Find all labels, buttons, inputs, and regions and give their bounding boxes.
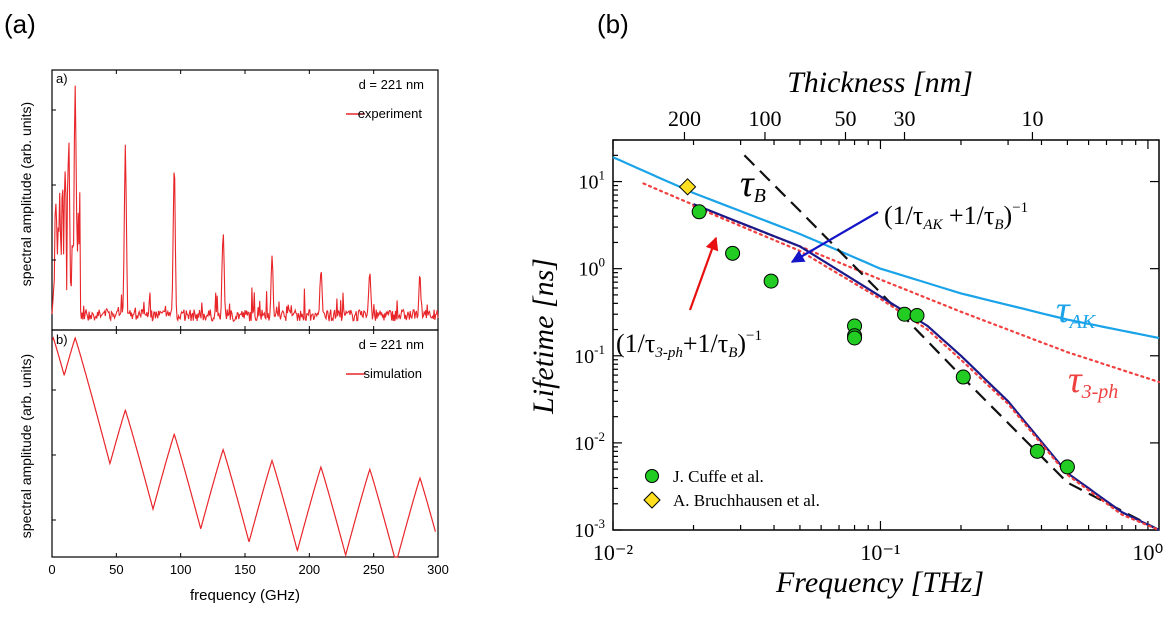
y-tick-label-b: 10-1 — [574, 342, 605, 368]
thickness-annotation-b: d = 221 nm — [359, 337, 424, 352]
top-tick-label: 30 — [894, 106, 916, 131]
x-tick-label-simulation: 0 — [48, 562, 55, 577]
y-axis-label-a-bottom: spectral amplitude (arb. units) — [18, 354, 34, 538]
data-point-cuffe — [691, 204, 707, 220]
tau-3ph-label: τ3-ph — [1068, 359, 1118, 403]
legend-marker-cuffe — [645, 469, 659, 483]
data-point-cuffe — [897, 306, 913, 322]
x-axis-label-a: frequency (GHz) — [190, 587, 300, 604]
lifetime-legend: J. Cuffe et al. A. Bruchhausen et al. — [643, 467, 820, 510]
data-point-cuffe — [955, 369, 971, 385]
y-tick-label-b: 101 — [579, 168, 606, 194]
legend-bruchhausen: A. Bruchhausen et al. — [673, 491, 820, 510]
x-tick-label-b: 10⁻² — [593, 540, 634, 565]
lifetime-axes-ticks: 10⁻² 10⁻¹ 10⁰ 10-3 10-2 10-1 100 101 200 100 50 30 1… — [574, 106, 1163, 565]
simulation-series — [52, 336, 436, 558]
lifetime-plot-frame — [612, 139, 1160, 531]
x-tick-label-b: 10⁰ — [1133, 540, 1164, 565]
experiment-series — [51, 85, 439, 323]
data-point-bruchhausen — [678, 178, 697, 196]
curve-0 — [612, 156, 1160, 340]
data-point-cuffe — [909, 308, 925, 324]
top-axis-label: Thickness [nm] — [787, 66, 973, 99]
x-tick-label-simulation: 150 — [234, 562, 256, 577]
legend-experiment: experiment — [358, 106, 423, 121]
lifetime-data-points — [678, 178, 1075, 475]
x-tick-label-simulation: 250 — [363, 562, 385, 577]
x-tick-label-b: 10⁻¹ — [860, 540, 900, 565]
subpanel-label-b: b) — [56, 332, 68, 347]
tau-ak-label: τAK — [1056, 289, 1097, 333]
x-tick-label-simulation: 200 — [298, 562, 320, 577]
legend-cuffe: J. Cuffe et al. — [673, 467, 764, 486]
experiment-plot: a) d = 221 nm experiment — [51, 69, 439, 331]
data-point-cuffe — [1029, 443, 1045, 459]
top-tick-label: 100 — [748, 106, 781, 131]
x-axis-label-b: Frequency [THz] — [775, 566, 984, 599]
data-point-cuffe — [763, 273, 779, 289]
curve-3 — [693, 203, 1160, 531]
curve-4 — [692, 205, 1161, 532]
y-axis-label-b: Lifetime [ns] — [527, 258, 560, 415]
legend-simulation: simulation — [363, 366, 422, 381]
simulation-plot: b) d = 221 nm simulation 0 50 100 150 200 250… — [48, 329, 449, 604]
y-tick-label-b: 10-2 — [574, 429, 605, 455]
x-tick-label-simulation: 100 — [170, 562, 192, 577]
top-tick-label: 200 — [668, 106, 701, 131]
curve-2 — [743, 154, 1160, 531]
experiment-ticks — [51, 70, 439, 330]
combined-3ph-label: (1/τ3-ph+1/τB)−1 — [616, 328, 762, 361]
lifetime-plot: Thickness [nm] 10⁻² 10⁻¹ 10⁰10-310-210-110… — [527, 66, 1164, 599]
top-tick-label: 50 — [834, 106, 856, 131]
legend-marker-bruchhausen — [643, 491, 661, 509]
arrow-combined-ak — [790, 211, 879, 263]
data-point-cuffe — [1059, 459, 1075, 475]
panel-label-b: (b) — [597, 9, 629, 39]
x-tick-label-simulation: 50 — [109, 562, 123, 577]
panel-label-a: (a) — [4, 9, 36, 39]
y-tick-label-b: 10-3 — [574, 516, 605, 542]
combined-ak-label: (1/τAK +1/τB)−1 — [884, 200, 1028, 233]
subpanel-label-a: a) — [56, 71, 68, 86]
data-point-cuffe — [847, 330, 863, 346]
x-tick-label-simulation: 300 — [427, 562, 449, 577]
data-point-cuffe — [725, 245, 741, 261]
thickness-annotation-a: d = 221 nm — [359, 77, 424, 92]
top-tick-label: 10 — [1021, 106, 1043, 131]
y-axis-label-a-top: spectral amplitude (arb. units) — [18, 102, 34, 286]
y-tick-label-b: 100 — [579, 255, 606, 281]
simulation-ticks: 0 50 100 150 200 250 300 — [48, 330, 449, 577]
lifetime-curves — [612, 154, 1161, 532]
simulation-plot-frame — [51, 329, 439, 558]
tau-b-label: τB — [740, 163, 766, 207]
arrow-combined-3ph — [688, 236, 719, 311]
